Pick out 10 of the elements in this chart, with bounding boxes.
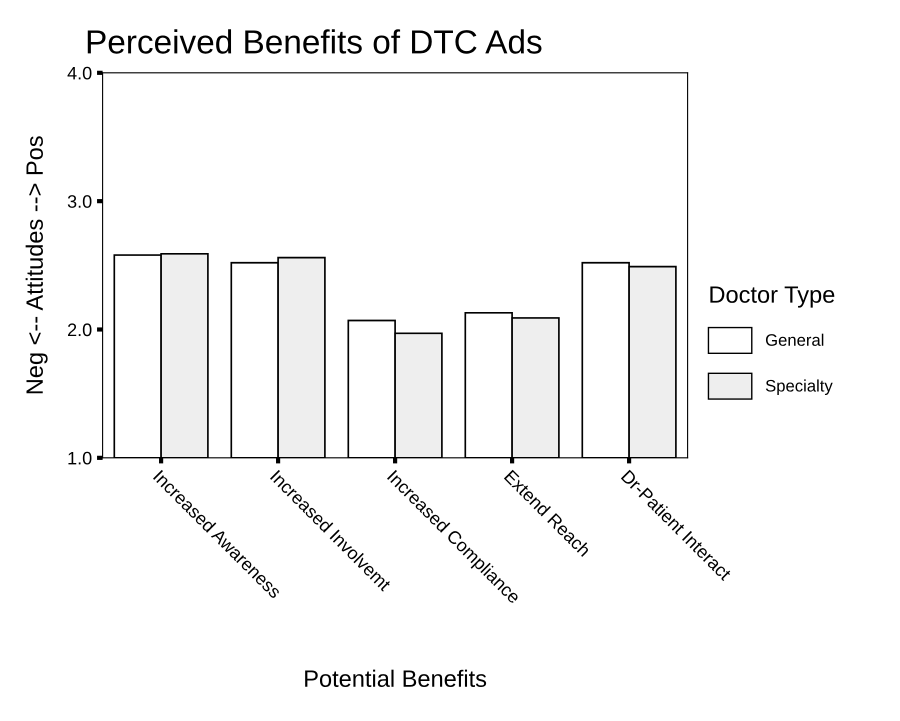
legend-title: Doctor Type (710, 286, 834, 308)
y-tick-label: 1.0 (68, 452, 92, 465)
y-tick-label: 3.0 (68, 195, 92, 208)
legend-label: General (766, 334, 824, 346)
y-axis-title: Neg <-- Attitudes --> Pos (26, 136, 48, 394)
chart-title: Perceived Benefits of DTC Ads (88, 29, 542, 54)
x-axis-title: Potential Benefits (305, 670, 486, 688)
y-tick-label: 4.0 (68, 66, 92, 80)
y-tick-label: 2.0 (68, 323, 92, 336)
legend-label: Specialty (766, 379, 833, 395)
